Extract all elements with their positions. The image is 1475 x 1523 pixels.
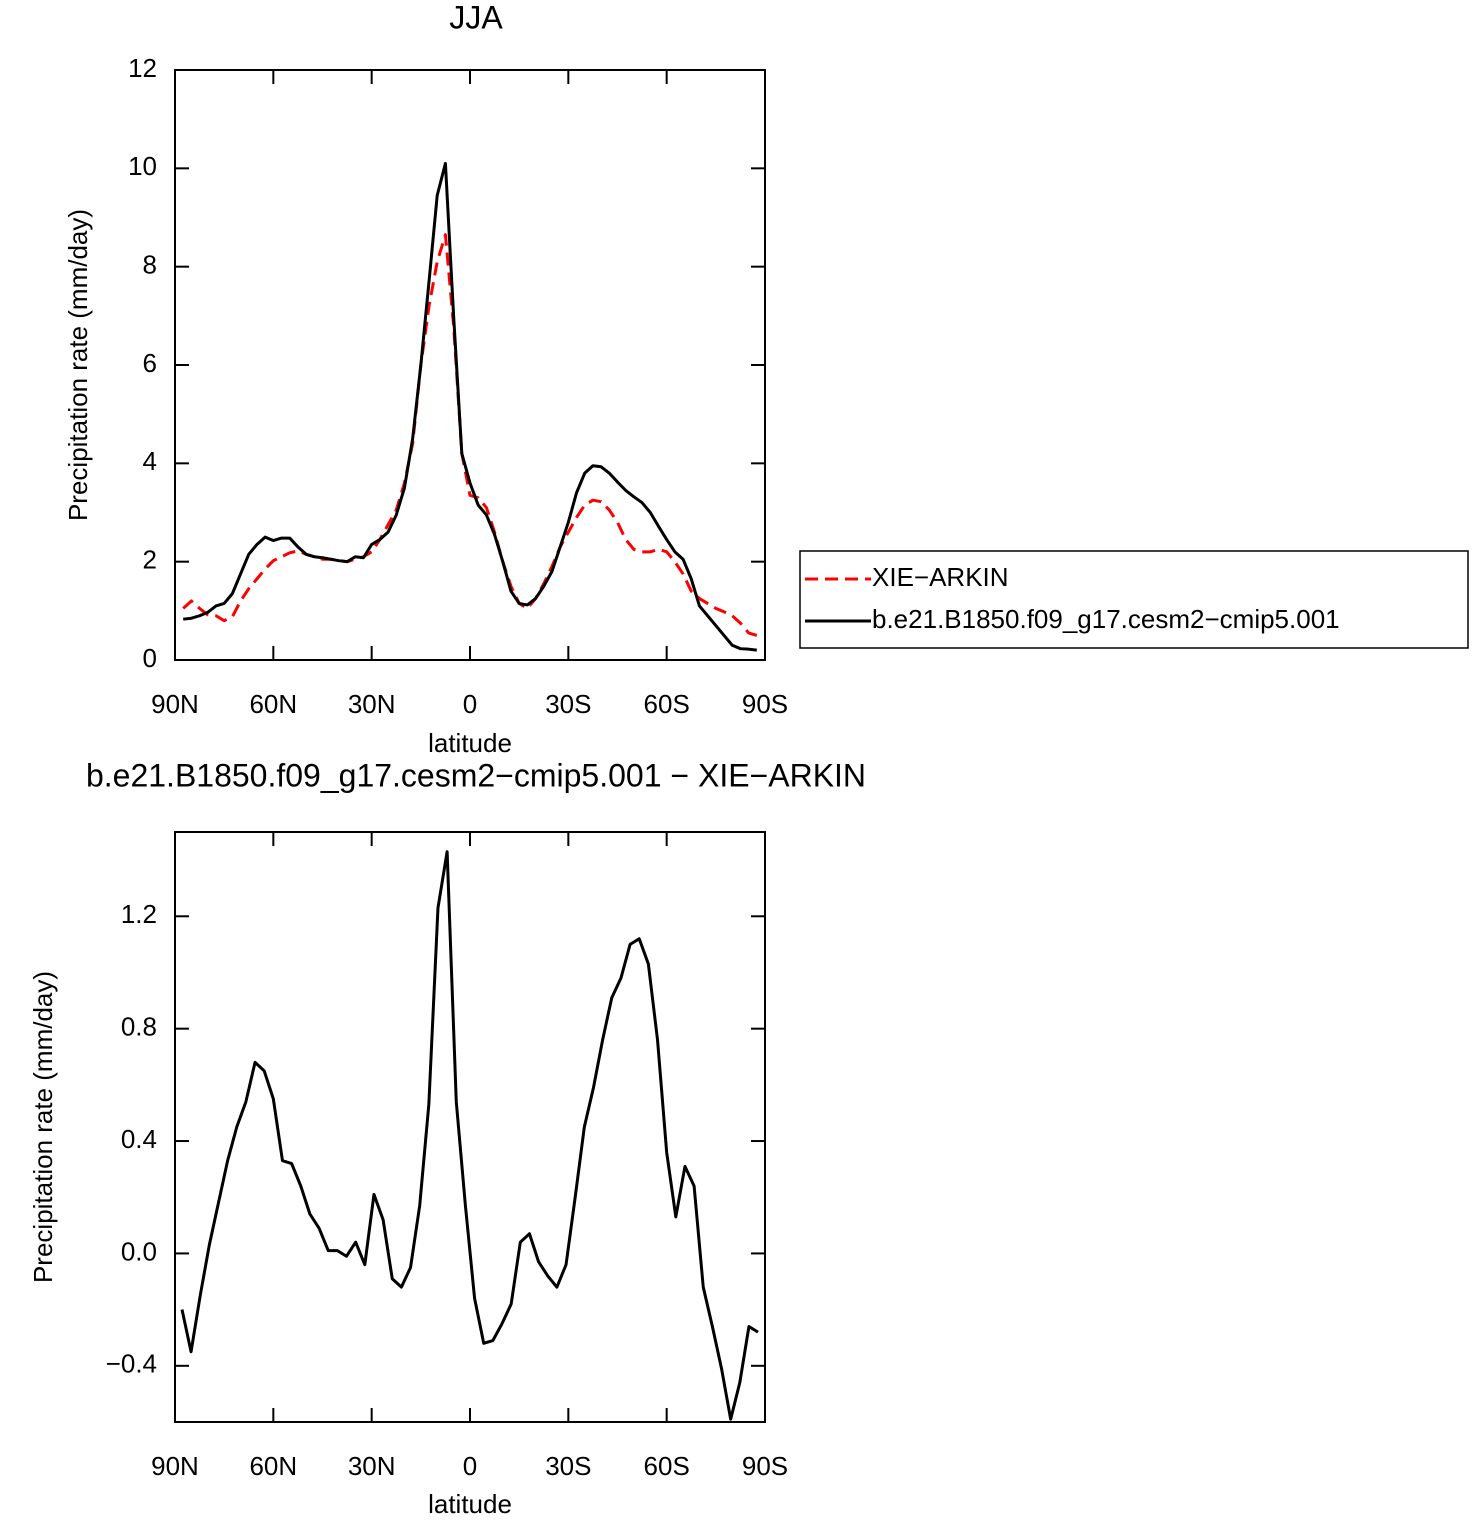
y-axis-label: Precipitation rate (mm/day) <box>63 209 93 521</box>
data-line <box>180 850 759 1421</box>
x-tick-label: 90N <box>151 689 199 719</box>
chart-title: JJA <box>449 0 503 35</box>
y-tick-label: −0.4 <box>106 1349 157 1379</box>
legend-box <box>799 550 1469 649</box>
x-axis-label: latitude <box>428 1489 512 1519</box>
x-tick-label: 60N <box>249 689 297 719</box>
y-tick-label: 0.4 <box>121 1124 157 1154</box>
y-tick-label: 8 <box>143 250 157 280</box>
data-line <box>182 233 758 637</box>
y-tick-label: 0 <box>143 643 157 673</box>
x-tick-label: 60S <box>644 1451 690 1481</box>
y-tick-label: 6 <box>143 348 157 378</box>
plot-frame <box>174 69 766 661</box>
x-tick-label: 0 <box>463 689 477 719</box>
x-tick-label: 90N <box>151 1451 199 1481</box>
y-tick-label: 2 <box>143 545 157 575</box>
legend-label: XIE−ARKIN <box>872 562 1009 592</box>
x-tick-label: 90S <box>742 1451 788 1481</box>
y-tick-label: 10 <box>128 151 157 181</box>
data-line <box>183 161 757 652</box>
x-tick-label: 30N <box>348 1451 396 1481</box>
y-tick-label: 12 <box>128 53 157 83</box>
legend-label: b.e21.B1850.f09_g17.cesm2−cmip5.001 <box>872 604 1340 634</box>
y-tick-label: 1.2 <box>121 899 157 929</box>
plot-frame <box>174 831 766 1423</box>
x-tick-label: 60S <box>644 689 690 719</box>
y-tick-label: 0.0 <box>121 1236 157 1266</box>
x-tick-label: 0 <box>463 1451 477 1481</box>
x-tick-label: 90S <box>742 689 788 719</box>
x-tick-label: 30S <box>545 689 591 719</box>
x-tick-label: 30S <box>545 1451 591 1481</box>
x-tick-label: 60N <box>249 1451 297 1481</box>
y-axis-label: Precipitation rate (mm/day) <box>28 971 58 1283</box>
x-tick-label: 30N <box>348 689 396 719</box>
y-tick-label: 4 <box>143 446 157 476</box>
x-axis-label: latitude <box>428 728 512 758</box>
y-tick-label: 0.8 <box>121 1012 157 1042</box>
chart-title: b.e21.B1850.f09_g17.cesm2−cmip5.001 − XI… <box>86 757 866 793</box>
